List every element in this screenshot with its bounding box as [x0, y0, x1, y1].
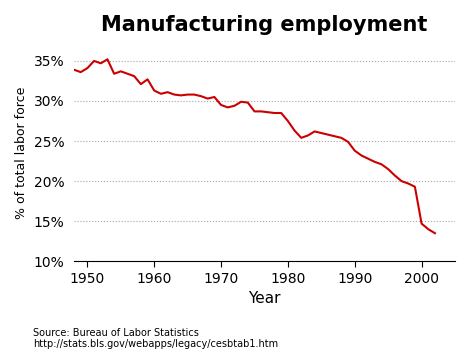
Text: Source: Bureau of Labor Statistics
http://stats.bls.gov/webapps/legacy/cesbtab1.: Source: Bureau of Labor Statistics http:…	[33, 328, 278, 349]
Y-axis label: % of total labor force: % of total labor force	[15, 87, 28, 219]
Title: Manufacturing employment: Manufacturing employment	[102, 15, 428, 35]
X-axis label: Year: Year	[248, 291, 281, 306]
